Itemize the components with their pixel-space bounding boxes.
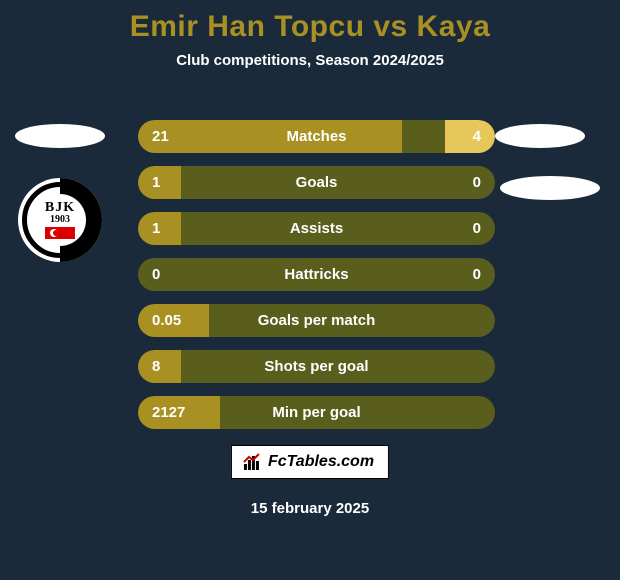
row-label: Hattricks <box>138 258 495 291</box>
right-player-ellipse-2 <box>500 176 600 200</box>
club-badge-flag <box>45 227 75 239</box>
row-label: Goals per match <box>138 304 495 337</box>
comparison-row: 8Shots per goal <box>138 350 495 383</box>
row-label: Min per goal <box>138 396 495 429</box>
right-player-ellipse-1 <box>495 124 585 148</box>
brand-logo-icon <box>242 452 262 472</box>
comparison-rows: 214Matches 10Goals 10Assists 00Hattricks 0.0… <box>138 120 495 442</box>
subtitle: Club competitions, Season 2024/2025 <box>0 52 620 69</box>
row-label: Assists <box>138 212 495 245</box>
comparison-row: 214Matches <box>138 120 495 153</box>
comparison-row: 10Goals <box>138 166 495 199</box>
footer-brand-badge: FcTables.com <box>231 445 389 479</box>
comparison-row: 0.05Goals per match <box>138 304 495 337</box>
comparison-row: 00Hattricks <box>138 258 495 291</box>
row-label: Shots per goal <box>138 350 495 383</box>
club-badge-year: 1903 <box>34 214 86 225</box>
comparison-row: 2127Min per goal <box>138 396 495 429</box>
left-player-ellipse <box>15 124 105 148</box>
left-club-badge: BJK 1903 <box>18 178 102 262</box>
page-title: Emir Han Topcu vs Kaya <box>0 0 620 44</box>
footer-date: 15 february 2025 <box>0 500 620 517</box>
comparison-row: 10Assists <box>138 212 495 245</box>
brand-text: FcTables.com <box>268 453 374 471</box>
row-label: Matches <box>138 120 495 153</box>
row-label: Goals <box>138 166 495 199</box>
